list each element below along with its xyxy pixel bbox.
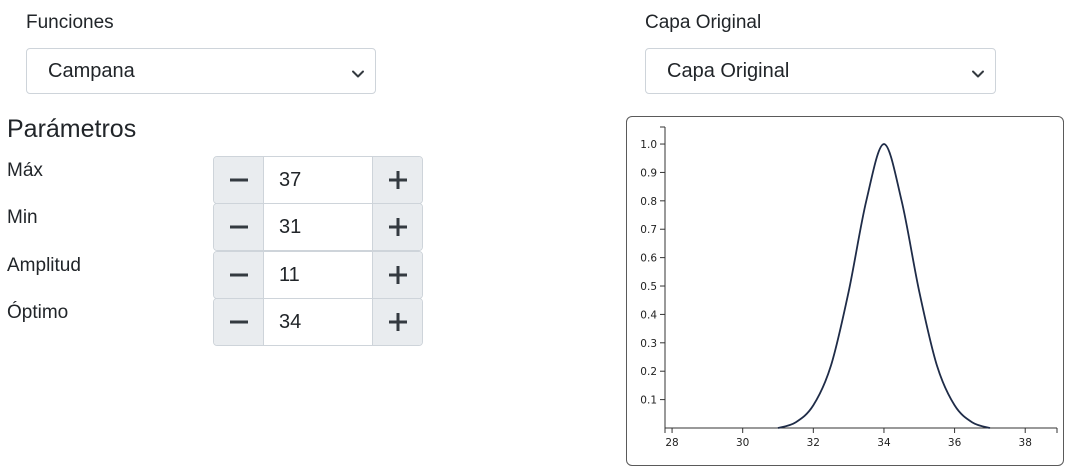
plus-icon [388,266,407,284]
amplitude-increment-button[interactable] [372,252,422,298]
minus-icon [229,225,248,229]
param-label-min: Min [7,207,38,228]
max-decrement-button[interactable] [214,157,264,203]
min-input[interactable]: 31 [279,215,302,238]
minus-icon [229,320,248,324]
x-tick-label: 34 [877,437,891,449]
y-tick-label: 0.1 [640,395,657,407]
bell-curve-chart: 0.1 0.2 0.3 0.4 0.5 0.6 0.7 0.8 0.9 1.0 28 30 32 34 36… [640,126,1058,449]
series-line-0 [777,143,991,429]
max-input[interactable]: 37 [279,168,302,191]
layer-select[interactable]: Capa Original [645,48,996,94]
minus-icon [229,273,248,277]
x-tick-label: 32 [807,437,820,449]
amplitude-input[interactable]: 11 [279,263,300,286]
optimum-stepper: 34 [213,298,423,346]
chart-panel: 0.1 0.2 0.3 0.4 0.5 0.6 0.7 0.8 0.9 1.0 28 30 32 34 36… [626,116,1064,466]
functions-label: Funciones [26,12,114,33]
minus-icon [229,178,248,182]
min-stepper: 31 [213,203,423,251]
y-tick-label: 0.8 [640,196,657,208]
y-tick-label: 0.2 [640,366,657,378]
layer-label: Capa Original [645,12,762,33]
y-tick-label: 0.7 [640,224,657,236]
y-tick-label: 0.6 [640,253,657,265]
x-tick-label: 36 [948,437,962,449]
chevron-down-icon [971,64,985,87]
min-decrement-button[interactable] [214,204,264,250]
optimum-input[interactable]: 34 [279,310,302,333]
x-tick-label: 28 [665,437,678,449]
plus-icon [388,313,407,331]
optimum-decrement-button[interactable] [214,299,264,345]
param-label-amplitude: Amplitud [7,255,81,276]
plus-icon [388,171,407,189]
y-tick-label: 1.0 [640,139,657,151]
x-tick-label: 30 [736,437,749,449]
plus-icon [388,218,407,236]
y-tick-label: 0.4 [640,309,657,321]
optimum-increment-button[interactable] [372,299,422,345]
amplitude-decrement-button[interactable] [214,252,264,298]
y-tick-label: 0.5 [640,281,657,293]
max-increment-button[interactable] [372,157,422,203]
param-label-optimum: Óptimo [7,302,69,323]
layer-selected-value: Capa Original [667,60,790,82]
x-tick-label: 38 [1019,437,1032,449]
functions-selected-value: Campana [48,60,135,82]
functions-select[interactable]: Campana [26,48,376,94]
param-label-max: Máx [7,160,43,181]
amplitude-stepper: 11 [213,251,423,299]
min-increment-button[interactable] [372,204,422,250]
parameters-heading: Parámetros [7,115,137,143]
y-tick-label: 0.3 [640,338,657,350]
y-tick-label: 0.9 [640,167,657,179]
max-stepper: 37 [213,156,423,204]
chevron-down-icon [351,64,365,87]
